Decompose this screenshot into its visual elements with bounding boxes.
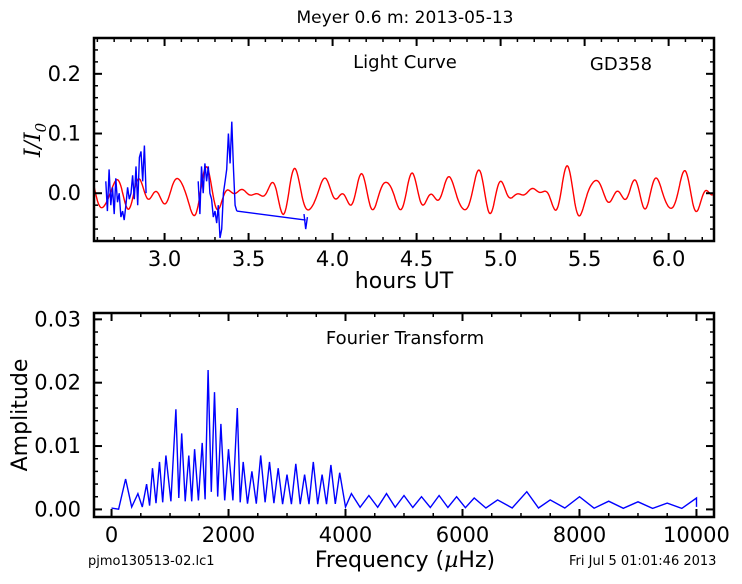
light-curve-panel: 3.0 3.5 4.0 4.5 5.0 5.5 6.0 0.0 0.1 0.2 Light Cur… [21, 36, 716, 294]
fourier-y-tick-label: 0.00 [34, 497, 81, 521]
footer-timestamp: Fri Jul 5 01:01:46 2013 [569, 554, 717, 569]
x-axis-label-hours: hours UT [355, 269, 454, 294]
observed-data-segment [105, 145, 147, 221]
light-curve-x-tick-label: 4.0 [316, 247, 349, 271]
fourier-x-tick-label: 6000 [436, 523, 489, 547]
observed-data-segment [197, 121, 238, 239]
fourier-x-tick-label: 8000 [553, 523, 606, 547]
y-axis-label-intensity: I/I0 [21, 122, 50, 158]
fourier-x-tick-label: 2000 [202, 523, 255, 547]
light-curve-y-tick-label: 0.1 [48, 122, 81, 146]
footer-filename: pjmo130513-02.lc1 [88, 554, 215, 569]
fourier-y-tick-label: 0.03 [34, 307, 81, 331]
observed-data-segment [236, 210, 306, 221]
fourier-y-tick-label: 0.01 [34, 434, 81, 458]
fourier-transform-frame [92, 311, 716, 519]
light-curve-x-tick-label: 5.0 [484, 247, 517, 271]
fourier-transform-panel: 0 2000 4000 6000 8000 10000 0.00 0.01 0.02 0.03 F… [8, 307, 730, 573]
star-name-annotation: GD358 [590, 54, 652, 75]
light-curve-y-tick-label: 0.2 [48, 62, 81, 86]
light-curve-annotation: Light Curve [353, 52, 457, 73]
fourier-x-tick-label: 4000 [319, 523, 372, 547]
fourier-spectrum-line [111, 369, 698, 510]
light-curve-x-tick-label: 6.0 [652, 247, 685, 271]
figure-title: Meyer 0.6 m: 2013-05-13 [296, 8, 514, 28]
light-curve-frame [92, 36, 716, 243]
observed-data-segment [303, 214, 309, 230]
svg-text:I/I0: I/I0 [21, 122, 50, 158]
fourier-y-tick-label: 0.02 [34, 371, 81, 395]
model-curve-line [94, 164, 714, 217]
light-curve-x-tick-label: 3.5 [232, 247, 265, 271]
light-curve-y-tick-label: 0.0 [48, 181, 81, 205]
fourier-transform-annotation: Fourier Transform [326, 328, 484, 349]
light-curve-x-tick-label: 4.5 [400, 247, 433, 271]
light-curve-x-tick-label: 3.0 [148, 247, 181, 271]
x-axis-label-frequency: Frequency (µHz) [315, 548, 495, 573]
y-axis-label-amplitude: Amplitude [8, 359, 33, 472]
fourier-x-tick-label: 0 [105, 523, 118, 547]
fourier-x-tick-label: 10000 [663, 523, 730, 547]
light-curve-x-tick-label: 5.5 [568, 247, 601, 271]
